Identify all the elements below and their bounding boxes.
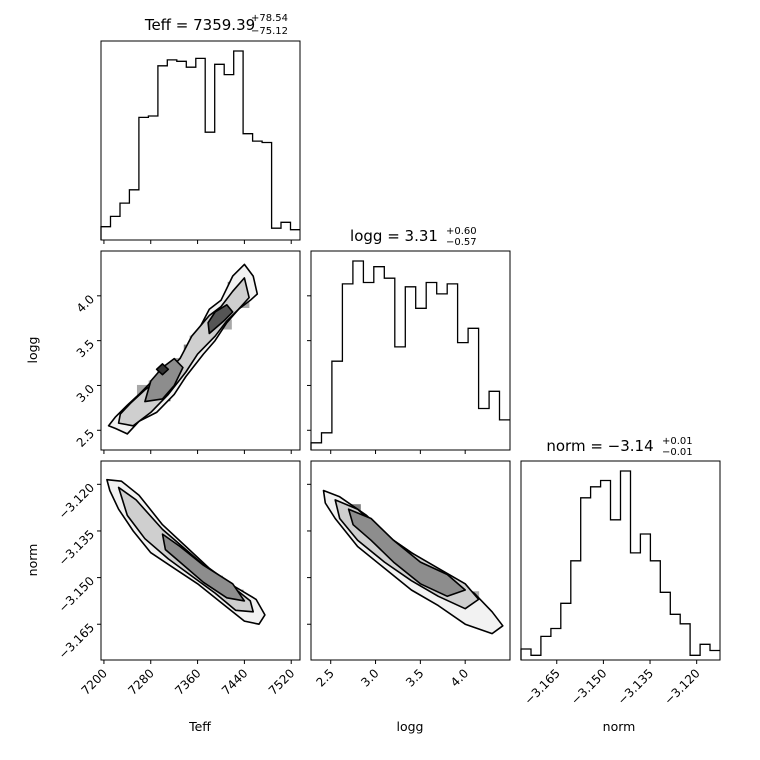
hist-logg: [310, 260, 510, 450]
title-teff: Teff = 7359.39: [144, 16, 255, 34]
title-norm: norm = −3.14: [546, 437, 653, 455]
xtick-label-teff: 7440: [219, 666, 250, 697]
hist-panel-logg: [310, 250, 511, 451]
title-teff-plus: +78.54: [251, 13, 288, 24]
hist-panel-teff: [100, 40, 301, 241]
contour-level-4: [207, 304, 234, 335]
frame-teff: [100, 40, 301, 241]
title-logg: logg = 3.31: [350, 227, 438, 245]
xtick-label-teff: 7200: [79, 666, 110, 697]
frame-norm_vs_teff: [100, 460, 301, 661]
ytick-label-logg: 3.0: [74, 382, 97, 405]
title-logg-label: logg =: [350, 227, 405, 245]
ylabel-norm: norm: [25, 544, 40, 577]
title-norm-minus: −0.01: [662, 447, 693, 458]
title-norm-plus: +0.01: [662, 436, 693, 447]
title-teff-minus: −75.12: [251, 26, 288, 37]
ytick-label-norm: −3.135: [56, 527, 97, 568]
contour-level-3: [144, 357, 184, 403]
xtick-label-logg: 4.0: [448, 666, 471, 689]
xtick-label-teff: 7520: [266, 666, 297, 697]
frame-norm: [520, 460, 721, 661]
hist-norm: [520, 470, 720, 660]
title-norm-label: norm =: [546, 437, 607, 455]
xtick-label-teff: 7280: [125, 666, 156, 697]
frame-logg_vs_teff: [100, 250, 301, 451]
contour-level-3: [347, 508, 466, 598]
contour-level-2: [117, 277, 250, 427]
ytick-label-logg: 4.0: [74, 292, 97, 315]
title-teff-label: Teff =: [144, 16, 193, 34]
title-logg-minus: −0.57: [446, 237, 477, 248]
density-cell: [221, 319, 232, 330]
ytick-label-norm: −3.165: [56, 620, 97, 661]
xtick-label-logg: 2.5: [313, 666, 336, 689]
panel-norm_vs_teff: [100, 460, 301, 661]
title-norm-median: −3.14: [608, 437, 654, 455]
contour-level-5: [155, 363, 170, 376]
hist-teff: [100, 50, 300, 240]
title-teff-median: 7359.39: [193, 16, 255, 34]
xtick-label-norm: −3.135: [615, 666, 656, 707]
xlabel-logg: logg: [397, 719, 424, 734]
panel-logg_vs_teff: [100, 250, 301, 451]
title-logg-median: 3.31: [405, 227, 438, 245]
frame-norm_vs_logg: [310, 460, 511, 661]
ytick-label-logg: 3.5: [74, 337, 97, 360]
xlabel-norm: norm: [603, 719, 636, 734]
ytick-label-norm: −3.120: [56, 481, 97, 522]
hist-panel-norm: [520, 460, 721, 661]
frame-logg: [310, 250, 511, 451]
xtick-label-norm: −3.165: [522, 666, 563, 707]
contour-level-3: [161, 533, 246, 602]
ytick-label-norm: −3.150: [56, 574, 97, 615]
xtick-label-norm: −3.150: [568, 666, 609, 707]
xtick-label-logg: 3.5: [403, 666, 426, 689]
xtick-label-teff: 7360: [172, 666, 203, 697]
ylabel-logg: logg: [25, 337, 40, 364]
xlabel-teff: Teff: [188, 719, 211, 734]
xtick-label-norm: −3.120: [661, 666, 702, 707]
panel-norm_vs_logg: [310, 460, 511, 661]
title-logg-plus: +0.60: [446, 226, 477, 237]
xtick-label-logg: 3.0: [358, 666, 381, 689]
density-cell: [136, 384, 147, 395]
ytick-label-logg: 2.5: [74, 427, 97, 450]
